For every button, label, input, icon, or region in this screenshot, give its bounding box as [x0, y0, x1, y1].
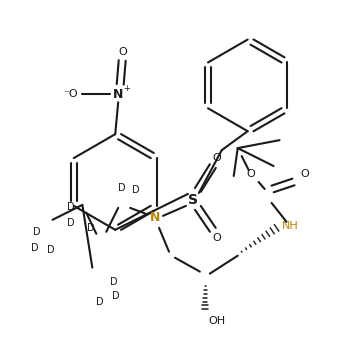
Text: O: O	[300, 169, 309, 179]
Text: D: D	[96, 296, 104, 306]
Text: D: D	[113, 290, 120, 301]
Text: S: S	[188, 193, 198, 207]
Text: D: D	[33, 227, 40, 237]
Text: D: D	[132, 185, 140, 195]
Text: O: O	[212, 233, 221, 243]
Text: D: D	[31, 243, 39, 253]
Text: N: N	[113, 88, 123, 101]
Text: D: D	[87, 223, 94, 233]
Text: +: +	[123, 84, 129, 93]
Text: D: D	[47, 245, 54, 255]
Text: D: D	[67, 202, 74, 212]
Text: D: D	[111, 277, 118, 286]
Text: ⁻O: ⁻O	[63, 89, 78, 99]
Text: O: O	[212, 153, 221, 163]
Text: D: D	[118, 183, 126, 193]
Text: OH: OH	[208, 316, 225, 327]
Text: O: O	[119, 48, 127, 58]
Text: O: O	[246, 169, 255, 179]
Text: NH: NH	[282, 221, 299, 231]
Text: N: N	[150, 211, 160, 224]
Text: D: D	[67, 218, 74, 228]
